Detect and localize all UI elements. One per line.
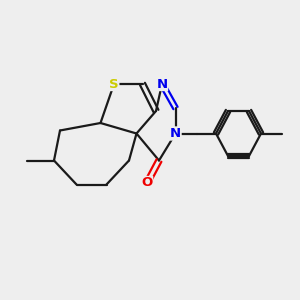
Text: N: N [156,77,168,91]
Text: S: S [109,77,119,91]
Text: N: N [170,127,181,140]
Text: O: O [141,176,153,190]
